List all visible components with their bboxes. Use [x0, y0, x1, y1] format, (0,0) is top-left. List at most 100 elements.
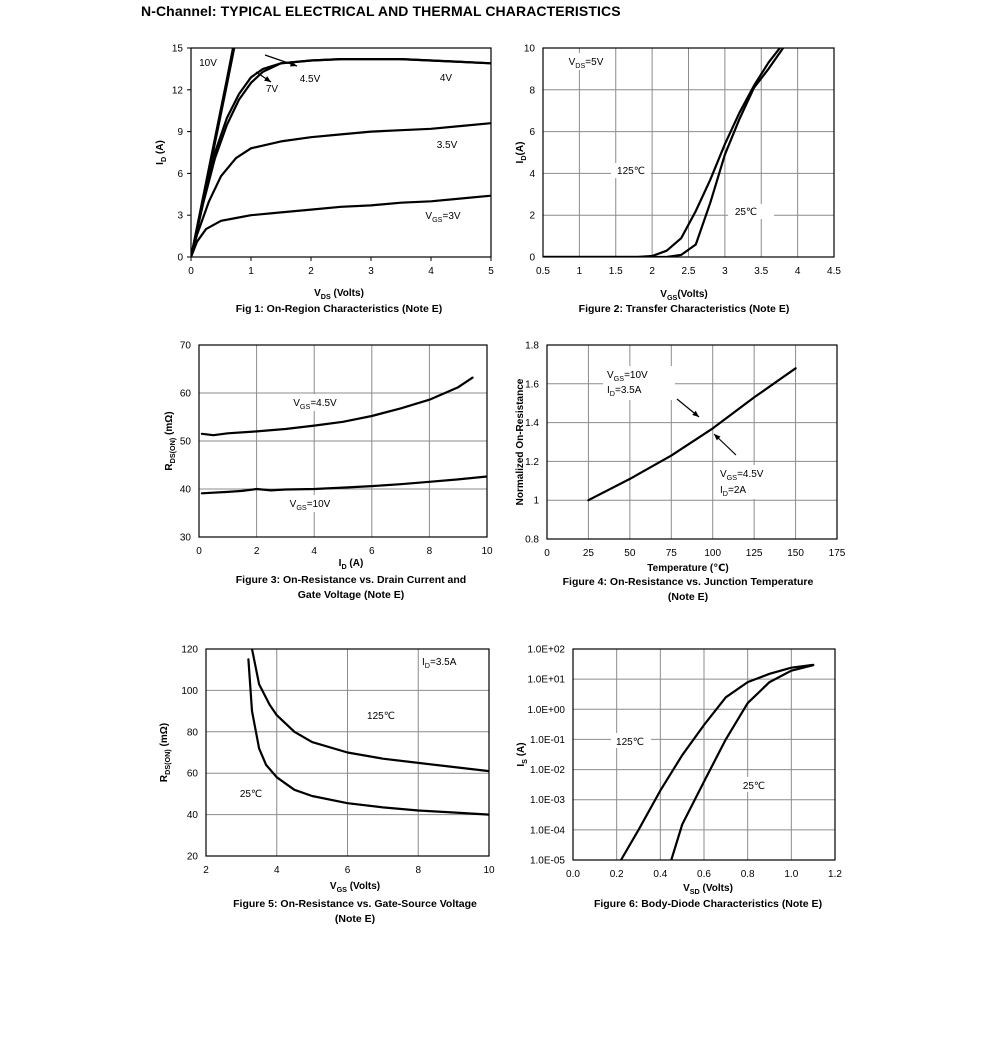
- y-tick-label: 4: [529, 169, 535, 180]
- y-tick-label: 1.0E-05: [530, 856, 565, 867]
- y-tick-label: 20: [187, 852, 199, 863]
- figure-caption: (Note E): [335, 913, 375, 925]
- y-tick-label: 60: [187, 769, 199, 780]
- label-background: [563, 53, 607, 70]
- annotation-label: ID=3.5A: [607, 385, 642, 398]
- plot-frame: [546, 344, 838, 540]
- series-line: [191, 194, 491, 257]
- y-tick-label: 0: [529, 253, 535, 264]
- x-tick-label: 5: [488, 266, 494, 277]
- y-axis-label: ID (A): [155, 140, 168, 165]
- x-tick-label: 1.2: [828, 869, 842, 880]
- x-tick-label: 3: [368, 266, 374, 277]
- x-tick-label: 4: [274, 865, 280, 876]
- series-line: [191, 122, 491, 257]
- y-tick-label: 10: [524, 44, 536, 55]
- series-group: [543, 48, 785, 257]
- x-tick-label: 25: [583, 548, 595, 559]
- series-line: [250, 649, 489, 773]
- x-tick-label: 3: [722, 266, 728, 277]
- series-group: [619, 663, 815, 860]
- series-label: 3.5V: [437, 140, 458, 151]
- annotation-label: ID=2A: [720, 485, 746, 498]
- series-group: [191, 48, 491, 257]
- x-axis-label: Temperature (℃): [647, 563, 728, 574]
- series-group: [200, 376, 487, 495]
- x-tick-label: 1.5: [609, 266, 623, 277]
- y-tick-label: 1.0E-02: [530, 765, 565, 776]
- y-tick-label: 15: [172, 44, 184, 55]
- x-tick-label: 6: [345, 865, 351, 876]
- page-title: N-Channel: TYPICAL ELECTRICAL AND THERMA…: [141, 3, 621, 19]
- x-tick-label: 0.6: [697, 869, 711, 880]
- annotation-arrowhead: [714, 434, 721, 441]
- x-tick-label: 4: [311, 546, 317, 557]
- x-tick-label: 0: [196, 546, 202, 557]
- x-tick-label: 125: [746, 548, 763, 559]
- label-background: [603, 366, 675, 400]
- figure-caption: Figure 2: Transfer Characteristics (Note…: [579, 303, 790, 315]
- x-tick-label: 0.8: [741, 869, 755, 880]
- plot-frame: [572, 648, 836, 861]
- x-tick-label: 0.5: [536, 266, 550, 277]
- x-tick-label: 8: [415, 865, 421, 876]
- x-tick-label: 1: [577, 266, 583, 277]
- y-tick-label: 1.4: [525, 418, 539, 429]
- x-tick-label: 10: [481, 546, 493, 557]
- y-axis-label: IS (A): [516, 742, 529, 766]
- y-tick-label: 1.6: [525, 379, 539, 390]
- y-tick-label: 80: [187, 727, 199, 738]
- label-background: [611, 733, 651, 748]
- chart-fig5: 2 4 6 8 10 20 40 60 80 100 120 Figure 5: On-Resista…: [159, 645, 495, 926]
- label-background: [284, 394, 348, 411]
- x-tick-label: 0.4: [653, 869, 667, 880]
- x-tick-label: 2: [649, 266, 655, 277]
- figure-caption: Fig 1: On-Region Characteristics (Note E…: [236, 303, 443, 315]
- y-tick-label: 12: [172, 85, 184, 96]
- y-tick-label: 0.8: [525, 535, 539, 546]
- plot-frame: [205, 648, 490, 857]
- label-background: [611, 163, 651, 178]
- y-tick-label: 1.0E-04: [530, 825, 565, 836]
- x-tick-label: 2: [203, 865, 209, 876]
- series-line: [200, 376, 474, 437]
- y-tick-label: 3: [177, 211, 183, 222]
- figure-caption: Figure 3: On-Resistance vs. Drain Curren…: [236, 574, 466, 586]
- y-tick-label: 1.0E+01: [527, 675, 565, 686]
- x-tick-label: 4.5: [827, 266, 841, 277]
- series-label: 4V: [440, 73, 453, 84]
- x-tick-label: 8: [427, 546, 433, 557]
- x-tick-label: 75: [666, 548, 678, 559]
- annotation-label: VDS=5V: [569, 57, 604, 70]
- annotation-arrowhead: [692, 410, 699, 417]
- plot-frame: [190, 47, 492, 258]
- label-background: [737, 777, 771, 792]
- x-tick-label: 175: [829, 548, 846, 559]
- x-tick-label: 150: [787, 548, 804, 559]
- annotation-label: VGS=4.5V: [720, 469, 764, 482]
- plot-frame: [542, 47, 835, 258]
- x-tick-label: 100: [704, 548, 721, 559]
- annotation-label: ID=3.5A: [422, 657, 457, 670]
- figure-caption: Figure 6: Body-Diode Characteristics (No…: [594, 898, 822, 910]
- annotation-label: 25℃: [735, 207, 757, 218]
- series-group: [587, 367, 797, 502]
- x-tick-label: 50: [624, 548, 636, 559]
- annotation-label: VGS=4.5V: [293, 398, 337, 411]
- label-background: [418, 207, 466, 222]
- series-label: 10V: [199, 58, 217, 69]
- y-tick-label: 1.0E+02: [527, 645, 565, 656]
- y-tick-label: 30: [180, 533, 192, 544]
- x-tick-label: 2: [254, 546, 260, 557]
- x-tick-label: 2: [308, 266, 314, 277]
- series-line: [587, 367, 797, 502]
- y-axis-label: RDS(ON) (mΩ): [164, 411, 177, 470]
- annotation-label: 125℃: [367, 711, 395, 722]
- y-tick-label: 60: [180, 389, 192, 400]
- annotation-arrowhead: [264, 76, 271, 82]
- series-line: [543, 48, 785, 257]
- x-axis-label: ID (A): [339, 558, 364, 571]
- y-axis-label: RDS(ON) (mΩ): [159, 723, 172, 782]
